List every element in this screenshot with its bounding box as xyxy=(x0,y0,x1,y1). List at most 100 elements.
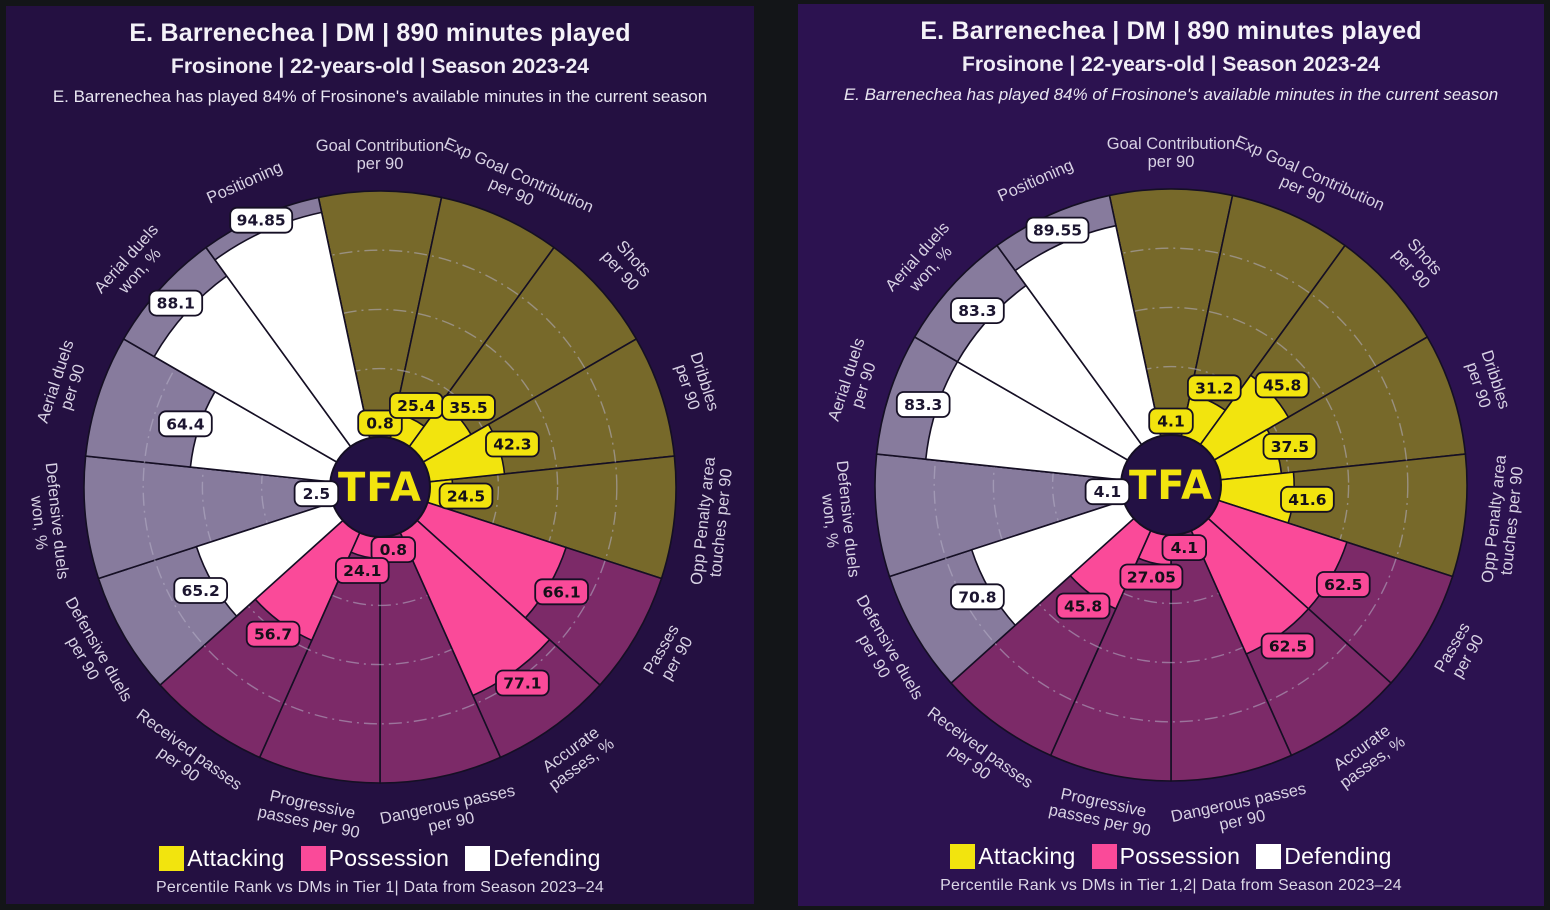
defending-swatch-icon xyxy=(465,846,491,871)
value-badge: 77.1 xyxy=(495,669,550,697)
legend-label: Possession xyxy=(1119,843,1241,869)
svg-text:35.5: 35.5 xyxy=(449,399,487,417)
attacking-swatch-icon xyxy=(950,844,976,869)
svg-text:2.5: 2.5 xyxy=(303,485,330,503)
category-label: Shotsper 90 xyxy=(1389,233,1447,292)
svg-text:77.1: 77.1 xyxy=(503,675,541,693)
value-badge: 24.5 xyxy=(438,482,494,510)
legend-label: Possession xyxy=(328,845,450,871)
value-badge: 62.5 xyxy=(1260,632,1316,660)
value-badge: 83.3 xyxy=(950,297,1005,325)
value-badge: 2.5 xyxy=(293,480,340,508)
category-label: Progressivepasses per 90 xyxy=(1047,783,1156,840)
legend-label: Defending xyxy=(1284,843,1392,869)
category-label: Goal Contribution per 90 xyxy=(1107,135,1235,171)
possession-swatch-icon xyxy=(300,846,326,871)
svg-text:56.7: 56.7 xyxy=(254,626,292,644)
legend-item-attacking: Attacking xyxy=(159,845,284,872)
value-badge: 27.05 xyxy=(1119,563,1184,591)
category-label: Goal Contribution per 90 xyxy=(316,137,444,173)
legend: Attacking Possession Defending xyxy=(950,843,1392,870)
svg-text:83.3: 83.3 xyxy=(904,396,942,414)
gridline-ring xyxy=(933,247,1409,723)
value-badge: 45.8 xyxy=(1254,371,1310,399)
category-label: Dangerous passesper 90 xyxy=(1169,780,1311,844)
value-badge: 0.8 xyxy=(357,409,403,437)
pizza-chart-tier1-2: TFA 4.1 31.2 45.8 37.5 41.6 62.5 62.5 4.1 27.05 45… xyxy=(815,132,1528,844)
svg-text:4.1: 4.1 xyxy=(1094,483,1121,501)
category-label: Aerial duelsper 90 xyxy=(34,338,95,431)
value-badge: 31.2 xyxy=(1186,374,1242,402)
svg-text:27.05: 27.05 xyxy=(1127,569,1176,587)
possession-swatch-icon xyxy=(1091,844,1117,869)
legend-item-possession: Possession xyxy=(1091,843,1241,870)
category-label: Passesper 90 xyxy=(1431,620,1489,685)
svg-text:70.8: 70.8 xyxy=(958,588,996,606)
svg-text:24.5: 24.5 xyxy=(447,488,485,506)
chart-footnote: Percentile Rank vs DMs in Tier 1| Data f… xyxy=(156,879,604,896)
value-badge: 37.5 xyxy=(1262,432,1318,460)
pizza-sector-muted xyxy=(1108,188,1234,486)
category-label: Progressivepasses per 90 xyxy=(256,785,365,842)
svg-text:65.2: 65.2 xyxy=(182,582,220,600)
value-badge: 94.85 xyxy=(229,206,294,234)
category-label: Positioning xyxy=(204,158,285,207)
category-label: Opp Penalty areatouches per 90 xyxy=(1479,453,1528,585)
svg-text:45.8: 45.8 xyxy=(1064,598,1102,616)
legend-item-attacking: Attacking xyxy=(950,843,1075,870)
minutes-note: E. Barrenechea has played 84% of Frosino… xyxy=(52,87,708,106)
value-badge: 4.1 xyxy=(1161,534,1207,562)
value-badge: 41.6 xyxy=(1280,485,1335,513)
attacking-swatch-icon xyxy=(159,846,185,871)
value-badge: 89.55 xyxy=(1025,216,1090,244)
svg-text:0.8: 0.8 xyxy=(366,415,393,433)
category-label: Dribblesper 90 xyxy=(1460,348,1513,417)
category-label: Aerial duelsper 90 xyxy=(825,336,886,429)
page-title: E. Barrenechea | DM | 890 minutes played xyxy=(129,19,631,47)
svg-text:37.5: 37.5 xyxy=(1271,438,1309,456)
legend: Attacking Possession Defending xyxy=(159,845,601,872)
value-badge: 45.8 xyxy=(1055,592,1111,620)
value-badge: 65.2 xyxy=(173,577,228,604)
chart-footnote: Percentile Rank vs DMs in Tier 1,2| Data… xyxy=(940,877,1402,894)
svg-text:4.1: 4.1 xyxy=(1157,413,1184,431)
value-badge: 64.4 xyxy=(158,410,213,438)
svg-text:24.1: 24.1 xyxy=(343,562,381,580)
tfa-logo-text: TFA xyxy=(1129,463,1213,509)
legend-label: Attacking xyxy=(978,843,1076,869)
minutes-note: E. Barrenechea has played 84% of Frosino… xyxy=(843,85,1499,104)
svg-text:62.5: 62.5 xyxy=(1269,638,1307,656)
legend-item-possession: Possession xyxy=(300,845,450,872)
value-badge: 56.7 xyxy=(245,620,301,648)
svg-text:45.8: 45.8 xyxy=(1263,376,1301,394)
value-badge: 88.1 xyxy=(148,289,204,317)
tfa-logo-text: TFA xyxy=(338,465,422,511)
gridline-ring xyxy=(992,306,1350,664)
pizza-sector-muted xyxy=(317,190,443,488)
category-label: Passesper 90 xyxy=(640,622,698,687)
gridline-ring xyxy=(260,367,500,607)
value-badge: 4.1 xyxy=(1148,407,1194,435)
legend-item-defending: Defending xyxy=(465,845,601,872)
value-badge: 83.3 xyxy=(895,391,951,418)
category-label: Dribblesper 90 xyxy=(669,350,722,419)
legend-item-defending: Defending xyxy=(1256,843,1392,870)
value-badge: 70.8 xyxy=(950,583,1005,611)
gridline-ring xyxy=(142,249,618,725)
value-badge: 35.5 xyxy=(441,393,496,421)
category-label: Shotsper 90 xyxy=(598,235,656,294)
svg-text:0.8: 0.8 xyxy=(380,541,407,559)
svg-text:25.4: 25.4 xyxy=(397,397,435,415)
category-label: Opp Penalty areatouches per 90 xyxy=(688,455,737,587)
value-badge: 62.5 xyxy=(1315,571,1371,598)
legend-label: Defending xyxy=(493,845,601,871)
category-label: Defensive duelswon, % xyxy=(815,460,863,581)
page-subtitle: Frosinone | 22-years-old | Season 2023-2… xyxy=(171,55,589,78)
panel-tier1-2: E. Barrenechea | DM | 890 minutes played… xyxy=(798,4,1544,906)
svg-text:64.4: 64.4 xyxy=(166,415,204,433)
page-subtitle: Frosinone | 22-years-old | Season 2023-2… xyxy=(962,53,1380,76)
panel-tier1: E. Barrenechea | DM | 890 minutes played… xyxy=(6,6,754,904)
value-badge: 4.1 xyxy=(1084,478,1131,506)
gridline-ring xyxy=(201,308,559,666)
